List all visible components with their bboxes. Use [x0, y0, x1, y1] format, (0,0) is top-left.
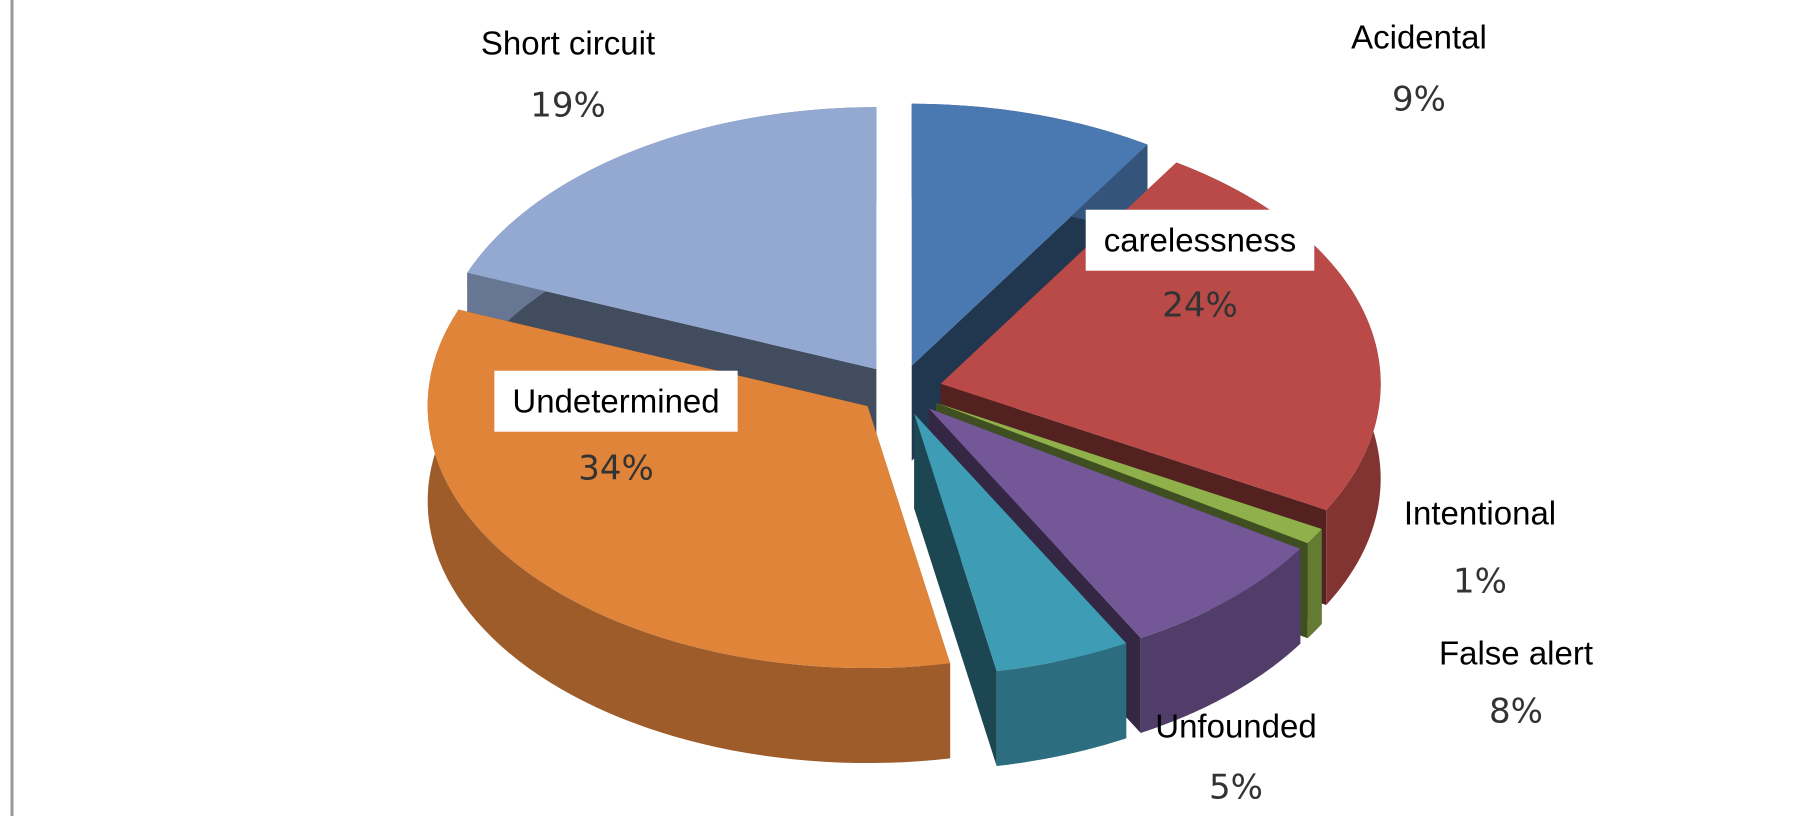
slice-radial-side: [914, 413, 997, 767]
value-label: 9%: [1392, 80, 1446, 120]
slice-label: Unfounded: [1155, 708, 1316, 745]
label-box: [494, 370, 738, 432]
slice: [914, 413, 1127, 672]
slice: [911, 103, 1148, 366]
slice-label: Intentional: [1404, 495, 1556, 532]
slice: [936, 402, 1322, 544]
slice-side: [996, 643, 1127, 767]
slice-side: [1307, 529, 1322, 639]
slice-side: [1140, 548, 1301, 733]
slice-label: False alert: [1439, 635, 1593, 672]
value-label: 1%: [1453, 562, 1507, 602]
value-label: 34%: [578, 449, 654, 489]
label-box: [1085, 209, 1315, 271]
slice: [914, 413, 1127, 767]
slice-label: Short circuit: [481, 25, 655, 62]
value-label: 19%: [530, 86, 606, 126]
value-label: 5%: [1209, 768, 1263, 808]
slice: [928, 408, 1301, 638]
slice: [467, 107, 877, 370]
value-label: 24%: [1162, 286, 1238, 326]
slice-label: Undetermined: [512, 383, 719, 420]
slice-label: carelessness: [1104, 222, 1297, 259]
slice-label: Acidental: [1351, 19, 1487, 56]
slice-side: [427, 309, 951, 764]
value-label: 8%: [1489, 692, 1543, 732]
